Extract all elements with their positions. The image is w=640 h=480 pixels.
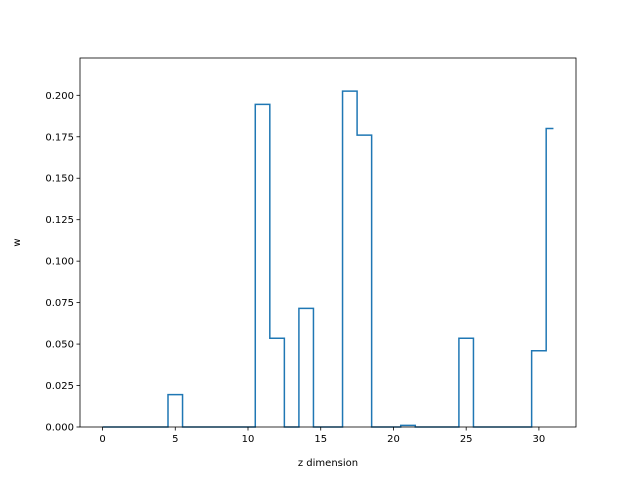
axes-frame — [79, 57, 577, 428]
y-tick-label: 0.150 — [45, 174, 74, 185]
y-tick-label: 0.025 — [45, 381, 74, 392]
y-tick-label: 0.125 — [45, 215, 74, 226]
x-tick-label: 30 — [533, 434, 546, 445]
y-tick-label: 0.075 — [45, 298, 74, 309]
x-tick-label: 10 — [242, 434, 255, 445]
x-tick-label: 15 — [314, 434, 327, 445]
x-axis-label: z dimension — [298, 458, 358, 469]
y-tick-label: 0.175 — [45, 132, 74, 143]
y-axis-label: w — [12, 238, 23, 246]
y-tick-label: 0.200 — [45, 91, 74, 102]
y-tick-label: 0.050 — [45, 340, 74, 351]
axes: 0 5 10 15 20 25 30 0.000 0.025 0.050 0.075 0.100 0.1… — [45, 57, 577, 445]
y-tick-label: 0.100 — [45, 257, 74, 268]
x-tick-label: 20 — [387, 434, 400, 445]
y-tick-label: 0.000 — [45, 423, 74, 434]
x-tick-label: 0 — [99, 434, 105, 445]
x-tick-label: 5 — [172, 434, 178, 445]
x-tick-label: 25 — [460, 434, 473, 445]
